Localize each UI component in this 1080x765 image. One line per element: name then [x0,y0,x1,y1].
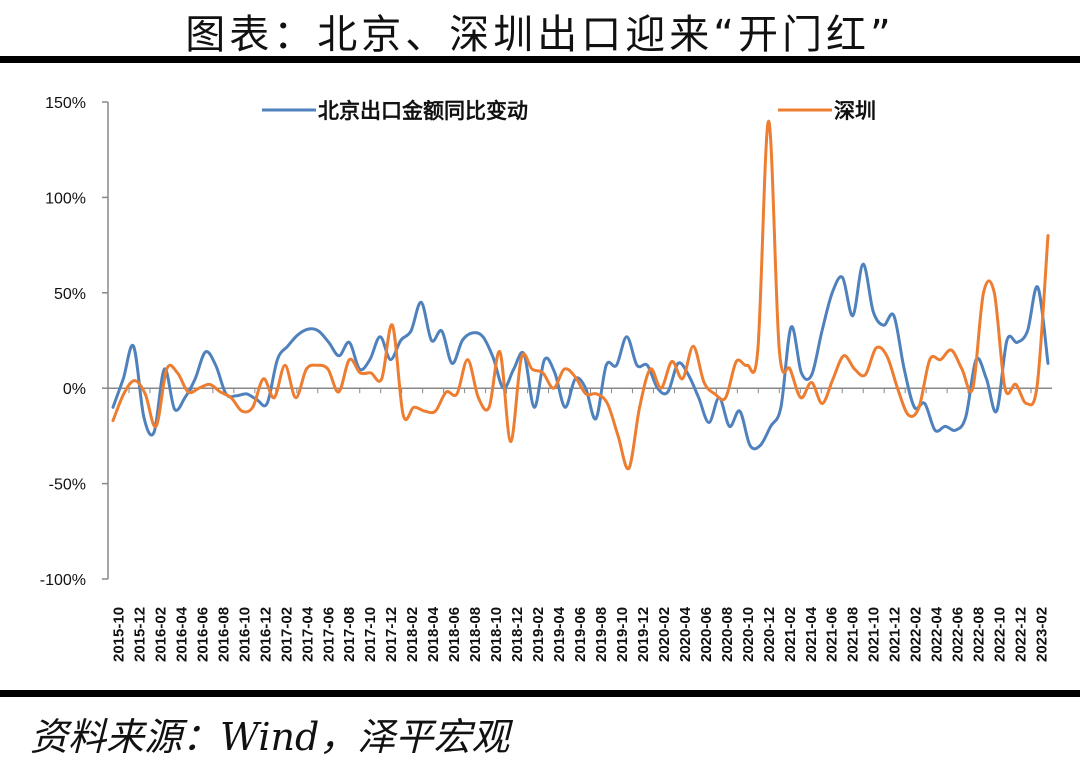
x-tick-label: 2017-08 [341,607,358,662]
x-tick-label: 2021-08 [845,607,862,662]
legend-label-shenzhen: 深圳 [834,99,876,123]
x-axis: 2015-10 2015-12 2016-02 2016-04 2016-06 2016-… [107,387,1052,662]
x-tick-label: 2021-10 [866,607,883,662]
y-tick-label: 100% [45,190,86,207]
y-tick-label: 0% [63,381,86,398]
x-tick-label: 2022-02 [908,607,925,662]
x-tick-label: 2020-08 [719,607,736,662]
x-tick-label: 2023-02 [1034,607,1051,662]
x-tick-label: 2019-04 [551,606,568,662]
x-tick-label: 2017-12 [383,607,400,662]
x-tick-label: 2019-10 [614,607,631,662]
y-tick-label: 50% [54,286,86,303]
x-tick-label: 2022-10 [992,607,1009,662]
x-tick-label: 2022-04 [929,606,946,662]
x-tick-label: 2017-02 [278,607,295,662]
x-tick-label: 2018-08 [467,607,484,662]
x-tick-label: 2020-06 [698,607,715,662]
x-tick-label: 2018-04 [425,606,442,662]
x-tick-label: 2019-02 [530,607,547,662]
x-tick-label: 2016-08 [215,607,232,662]
y-tick-label: -100% [40,572,86,589]
x-tick-label: 2019-08 [593,607,610,662]
x-tick-label: 2022-06 [950,607,967,662]
x-tick-label: 2018-10 [488,607,505,662]
x-tick-label: 2016-02 [152,607,169,662]
x-tick-label: 2017-04 [299,606,316,662]
x-tick-label: 2015-12 [131,607,148,662]
x-tick-label: 2018-02 [404,607,421,662]
y-tick-label: -50% [49,477,86,494]
x-tick-label: 2022-08 [971,607,988,662]
x-tick-label: 2016-10 [236,607,253,662]
x-tick-label: 2022-12 [1013,607,1030,662]
x-tick-label: 2021-02 [782,607,799,662]
series-line-beijing [111,262,1050,451]
x-tick-label: 2021-04 [803,606,820,662]
page-title: 图表：北京、深圳出口迎来“开门红” [185,12,895,58]
x-tick-label: 2016-06 [194,607,211,662]
legend: 北京出口金额同比变动 深圳 [262,99,876,123]
x-tick-label: 2021-12 [887,607,904,662]
source-note: 资料来源：Wind，泽平宏观 [30,715,510,759]
line-chart: -100%-50%0%50%100%150% 2015-10 2015-12 201… [40,95,1052,662]
bottom-divider [0,690,1080,697]
x-tick-label: 2017-10 [362,607,379,662]
top-divider [0,56,1080,63]
x-tick-label: 2016-12 [257,607,274,662]
x-tick-label: 2016-04 [173,606,190,662]
x-tick-label: 2020-12 [761,607,778,662]
x-tick-label: 2020-10 [740,607,757,662]
y-axis: -100% -50% 0% 50% 100% 150% [40,95,109,589]
x-tick-label: 2019-12 [635,607,652,662]
x-tick-label: 2020-02 [656,607,673,662]
x-tick-label: 2017-06 [320,607,337,662]
legend-label-beijing: 北京出口金额同比变动 [318,99,528,123]
x-tick-label: 2019-06 [572,607,589,662]
x-tick-label: 2015-10 [110,607,127,662]
y-tick-label: 150% [45,95,86,112]
x-tick-label: 2018-06 [446,607,463,662]
x-tick-label: 2021-06 [824,607,841,662]
x-tick-label: 2018-12 [509,607,526,662]
series-line-shenzhen [111,119,1050,471]
x-tick-label: 2020-04 [677,606,694,662]
series-layer [111,119,1050,471]
